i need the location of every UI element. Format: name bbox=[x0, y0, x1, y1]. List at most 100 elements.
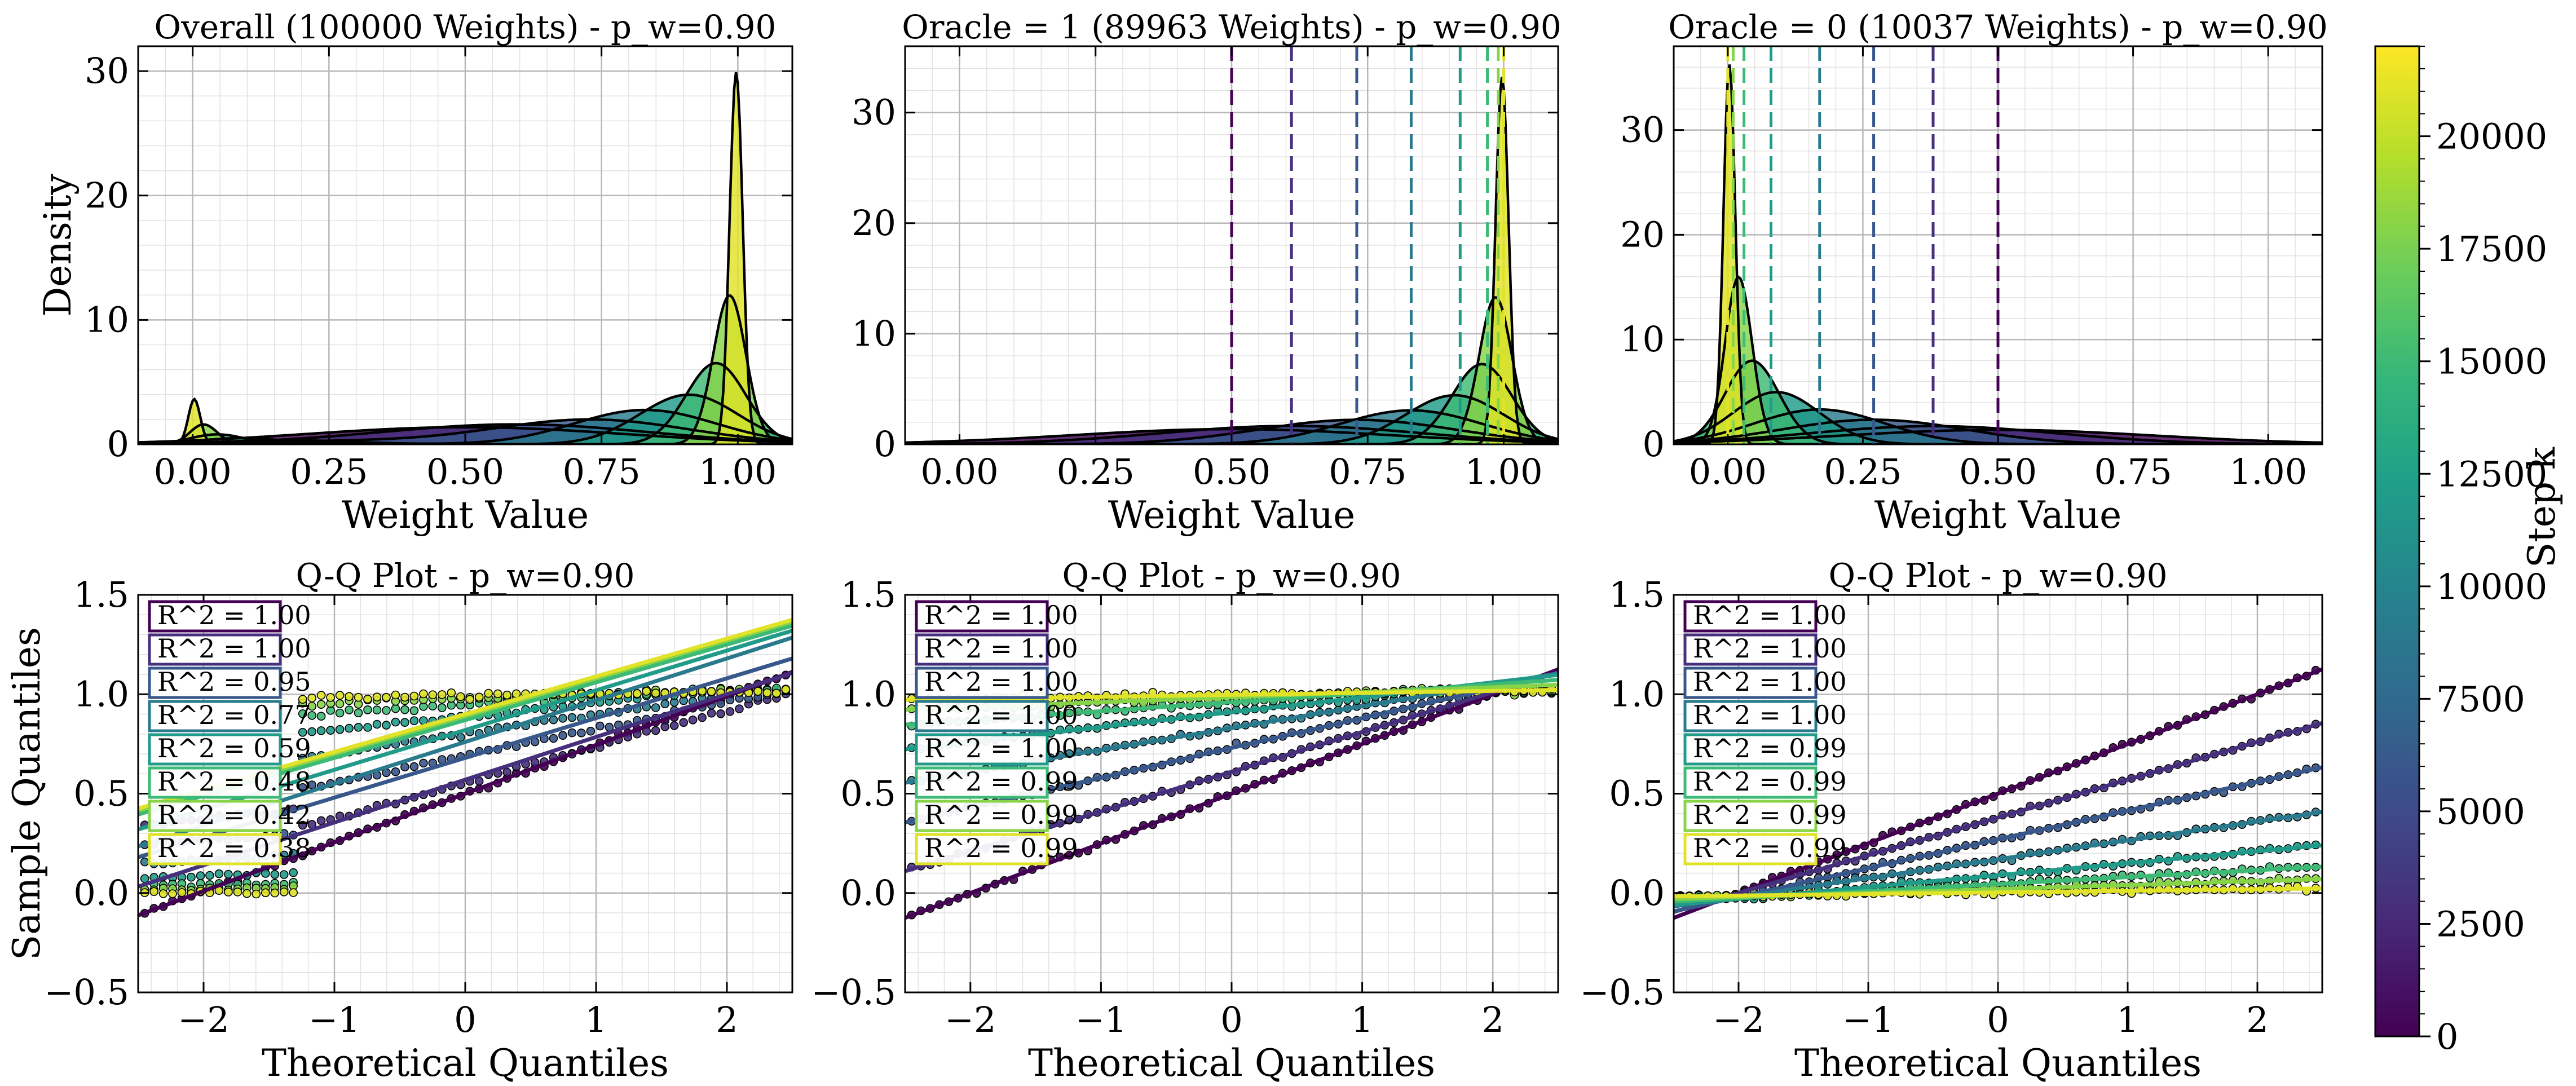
y-tick-label: 0.5 bbox=[73, 773, 129, 814]
x-tick-label: 1 bbox=[585, 999, 607, 1040]
x-tick-label: 0.00 bbox=[154, 451, 232, 492]
r2-box bbox=[148, 800, 282, 832]
qq-point-step-21000 bbox=[252, 889, 261, 899]
colorbar-tick-label: 15000 bbox=[2436, 341, 2547, 382]
y-tick-label: 0 bbox=[1643, 423, 1665, 465]
qq-point-step-15000 bbox=[372, 705, 382, 714]
qq-point-step-12000 bbox=[382, 721, 391, 730]
r2-box bbox=[148, 733, 282, 766]
qq-point-step-21000 bbox=[772, 688, 781, 698]
panel-title: Q-Q Plot - p_w=0.90 bbox=[1062, 557, 1401, 595]
y-tick-label: 10 bbox=[85, 299, 129, 340]
y-tick-label: 1.0 bbox=[73, 673, 129, 714]
x-axis-label: Theoretical Quantiles bbox=[1028, 1041, 1435, 1085]
density-fill-step-12000 bbox=[138, 395, 792, 444]
r2-box bbox=[1683, 733, 1818, 766]
density-fill-step-21000 bbox=[1674, 64, 2322, 444]
density-oracle0: 0.00 0.25 0.50 0.75 1.00 0 10 20 30 Oracle = 0 (1… bbox=[1620, 8, 2328, 537]
r2-label: R^2 = 0.99 bbox=[1693, 800, 1847, 830]
qq-point-step-21000 bbox=[316, 691, 326, 700]
y-tick-label: 0.0 bbox=[1609, 872, 1665, 913]
qq-point-step-12000 bbox=[307, 727, 317, 736]
qq-point-step-12000 bbox=[372, 719, 382, 729]
qq-point-step-12000 bbox=[298, 728, 307, 737]
qq-point-step-3000 bbox=[679, 718, 688, 727]
x-tick-label: 0.75 bbox=[1329, 451, 1406, 492]
r2-label: R^2 = 1.00 bbox=[1693, 600, 1847, 630]
qq-point-step-3000 bbox=[651, 726, 660, 735]
r2-box bbox=[915, 600, 1049, 633]
qq-point-step-15000 bbox=[335, 708, 345, 718]
qq-point-step-6000 bbox=[419, 758, 428, 768]
qq-point-step-21000 bbox=[753, 687, 762, 696]
y-tick-label: 1.5 bbox=[1609, 574, 1665, 615]
qq-point-step-21000 bbox=[233, 888, 242, 897]
x-axis-label: Weight Value bbox=[1874, 493, 2122, 537]
r2-box bbox=[148, 633, 282, 666]
y-tick-label: 30 bbox=[852, 92, 896, 133]
qq-point-step-6000 bbox=[586, 726, 596, 736]
qq-point-step-12000 bbox=[335, 725, 345, 734]
qq-point-step-21000 bbox=[391, 690, 400, 700]
y-tick-label: 30 bbox=[1620, 109, 1665, 151]
density-oracle1: 0.00 0.25 0.50 0.75 1.00 0 10 20 30 Oracle = 1 (8… bbox=[852, 8, 1562, 537]
x-axis-label: Weight Value bbox=[1108, 493, 1356, 537]
colorbar-tick-label: 2500 bbox=[2436, 903, 2525, 944]
r2-label: R^2 = 1.00 bbox=[924, 700, 1078, 730]
qq-point-step-21000 bbox=[177, 888, 187, 897]
panel-title: Q-Q Plot - p_w=0.90 bbox=[1828, 557, 2167, 595]
x-tick-label: 1.00 bbox=[699, 451, 777, 492]
x-tick-label: 1 bbox=[1351, 999, 1373, 1040]
qq-point-step-3000 bbox=[669, 721, 679, 730]
r2-label: R^2 = 0.99 bbox=[924, 833, 1078, 863]
r2-box bbox=[1683, 666, 1818, 699]
colorbar-tick-label: 5000 bbox=[2436, 791, 2525, 832]
y-tick-label: 1.5 bbox=[73, 574, 129, 615]
qq-point-step-12000 bbox=[224, 869, 233, 879]
qq-point-step-15000 bbox=[400, 705, 409, 714]
qq-point-step-3000 bbox=[298, 820, 307, 830]
y-tick-label: 20 bbox=[852, 202, 896, 244]
x-tick-label: 0.75 bbox=[563, 451, 641, 492]
y-tick-label: −0.5 bbox=[811, 972, 896, 1013]
qq-point-step-21000 bbox=[400, 692, 409, 702]
qq-point-step-3000 bbox=[707, 709, 716, 718]
r2-label: R^2 = 1.00 bbox=[924, 600, 1078, 630]
x-tick-label: −2 bbox=[945, 999, 996, 1040]
y-tick-label: 0.0 bbox=[73, 872, 129, 913]
qq-point-step-21000 bbox=[781, 685, 791, 694]
qq-point-step-21000 bbox=[279, 888, 289, 897]
x-tick-label: 0.25 bbox=[1057, 451, 1135, 492]
colorbar-tick-label: 20000 bbox=[2436, 116, 2547, 157]
r2-box bbox=[148, 833, 282, 866]
qq-point-step-6000 bbox=[298, 783, 307, 792]
qq-point-step-12000 bbox=[196, 871, 205, 880]
y-axis-label: Density bbox=[36, 174, 80, 317]
qq-point-step-15000 bbox=[307, 711, 317, 720]
qq-point-step-12000 bbox=[316, 726, 326, 735]
r2-label: R^2 = 0.42 bbox=[157, 800, 311, 830]
r2-label: R^2 = 1.00 bbox=[924, 666, 1078, 697]
r2-label: R^2 = 1.00 bbox=[1693, 666, 1847, 697]
x-tick-label: 0.50 bbox=[1193, 451, 1271, 492]
qq-point-step-21000 bbox=[419, 689, 428, 699]
r2-box bbox=[148, 666, 282, 699]
colorbar: 0 2500 5000 7500 10000 12500 15000 17500 20000 St… bbox=[2374, 45, 2564, 1057]
fit-line-step-0 bbox=[905, 667, 1558, 920]
qq-point-step-12000 bbox=[279, 870, 289, 879]
qq-point-step-21000 bbox=[168, 889, 177, 898]
r2-box bbox=[1683, 800, 1818, 832]
r2-box bbox=[1683, 600, 1818, 633]
qq-point-step-3000 bbox=[316, 816, 326, 825]
r2-box bbox=[1683, 833, 1818, 866]
qq-point-step-15000 bbox=[345, 705, 354, 714]
qq-point-step-12000 bbox=[345, 723, 354, 733]
density-curve-step-15000 bbox=[138, 361, 792, 444]
qq-point-step-6000 bbox=[391, 767, 400, 776]
density-curve-step-12000 bbox=[905, 394, 1558, 444]
qq-point-step-12000 bbox=[354, 723, 363, 732]
qq-point-step-9000 bbox=[660, 699, 669, 709]
qq-point-step-21000 bbox=[335, 691, 345, 700]
qq-oracle1: −2 −1 0 1 2 −0.5 0.0 0.5 1.0 1.5 Q-Q Plot - p_w=0.… bbox=[811, 557, 1559, 1085]
qq-point-step-6000 bbox=[409, 762, 419, 771]
